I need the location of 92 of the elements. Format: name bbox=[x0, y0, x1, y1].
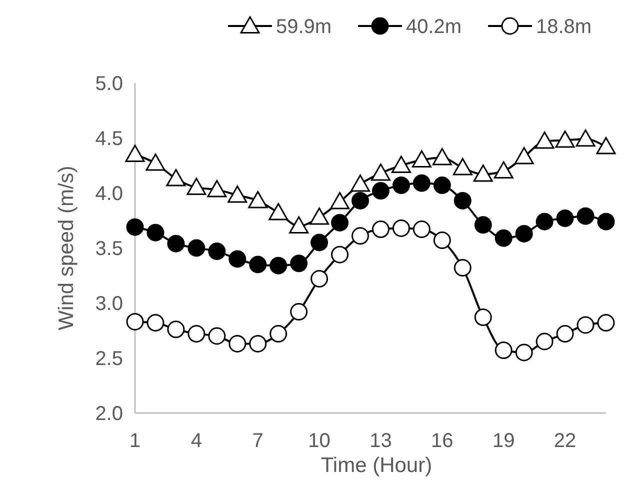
point bbox=[576, 129, 596, 147]
point bbox=[534, 132, 554, 149]
point bbox=[290, 254, 308, 272]
point bbox=[412, 174, 430, 192]
point bbox=[514, 146, 534, 164]
point bbox=[576, 316, 594, 334]
point bbox=[270, 256, 288, 274]
point bbox=[249, 256, 267, 274]
point bbox=[208, 327, 226, 345]
point bbox=[391, 156, 411, 173]
y-tick-label: 3.5 bbox=[95, 238, 123, 260]
point bbox=[310, 207, 330, 225]
point bbox=[352, 192, 370, 210]
point bbox=[126, 218, 144, 236]
point bbox=[555, 130, 575, 148]
x-tick-label: 10 bbox=[308, 430, 330, 452]
x-tick-label: 1 bbox=[129, 430, 141, 452]
legend-label: 40.2m bbox=[406, 16, 462, 38]
point bbox=[207, 180, 227, 198]
point bbox=[454, 259, 472, 277]
point bbox=[556, 210, 574, 228]
point bbox=[228, 250, 246, 268]
point bbox=[515, 344, 533, 362]
point bbox=[372, 220, 390, 238]
point bbox=[289, 216, 309, 234]
legend-label: 18.8m bbox=[536, 16, 592, 38]
y-tick-label: 5.0 bbox=[95, 73, 123, 95]
point bbox=[494, 342, 512, 360]
point bbox=[167, 234, 185, 252]
point bbox=[432, 148, 452, 166]
point bbox=[249, 334, 267, 352]
point bbox=[290, 303, 308, 321]
point bbox=[536, 332, 554, 350]
point bbox=[474, 216, 492, 234]
point bbox=[330, 192, 350, 210]
point bbox=[392, 219, 410, 237]
point bbox=[146, 154, 166, 171]
point bbox=[556, 325, 574, 343]
point bbox=[350, 174, 370, 192]
point bbox=[188, 325, 206, 343]
point bbox=[494, 229, 512, 247]
legend-label: 59.9m bbox=[276, 16, 332, 38]
point bbox=[188, 239, 206, 257]
point bbox=[166, 168, 186, 186]
point bbox=[370, 163, 390, 181]
point bbox=[433, 176, 451, 194]
x-axis-title: Time (Hour) bbox=[320, 454, 432, 477]
point bbox=[331, 214, 349, 232]
point bbox=[352, 227, 370, 245]
point bbox=[596, 137, 616, 154]
point bbox=[186, 178, 206, 195]
point bbox=[597, 314, 615, 332]
x-tick-label: 22 bbox=[554, 430, 576, 452]
point bbox=[268, 203, 288, 220]
point bbox=[146, 314, 164, 332]
point bbox=[146, 224, 164, 242]
y-tick-label: 2.0 bbox=[95, 403, 123, 425]
y-tick-label: 3.0 bbox=[95, 293, 123, 315]
point bbox=[494, 161, 514, 178]
point bbox=[412, 150, 432, 168]
point bbox=[310, 234, 328, 252]
point bbox=[331, 246, 349, 264]
point bbox=[270, 325, 288, 343]
point bbox=[208, 242, 226, 260]
point bbox=[474, 308, 492, 326]
y-tick-label: 2.5 bbox=[95, 348, 123, 370]
point bbox=[536, 212, 554, 230]
point bbox=[473, 164, 493, 182]
point bbox=[454, 192, 472, 210]
y-tick-label: 4.5 bbox=[95, 128, 123, 150]
point bbox=[412, 220, 430, 238]
point bbox=[167, 320, 185, 338]
point bbox=[452, 158, 472, 176]
point bbox=[125, 144, 145, 162]
point bbox=[372, 182, 390, 200]
point bbox=[248, 190, 268, 208]
y-axis-title: Wind speed (m/s) bbox=[55, 166, 78, 330]
point bbox=[310, 270, 328, 288]
point bbox=[433, 232, 451, 250]
y-tick-label: 4.0 bbox=[95, 183, 123, 205]
x-tick-label: 4 bbox=[190, 430, 202, 452]
point bbox=[515, 224, 533, 242]
point bbox=[597, 212, 615, 230]
point bbox=[228, 185, 248, 203]
x-tick-label: 7 bbox=[252, 430, 264, 452]
point bbox=[228, 334, 246, 352]
point bbox=[576, 207, 594, 225]
x-tick-label: 16 bbox=[431, 430, 454, 452]
point bbox=[126, 312, 144, 330]
point bbox=[392, 176, 410, 194]
x-tick-label: 19 bbox=[492, 430, 515, 452]
x-tick-label: 13 bbox=[370, 430, 392, 452]
